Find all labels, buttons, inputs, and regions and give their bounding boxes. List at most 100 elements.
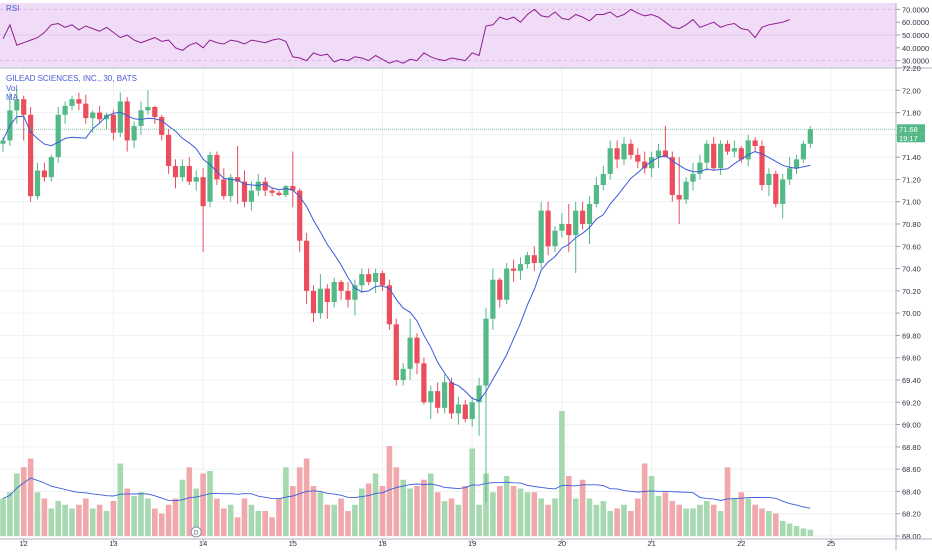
candle-body — [662, 150, 668, 158]
candle-body — [331, 281, 337, 302]
candle — [138, 101, 144, 135]
candle — [524, 251, 530, 269]
volume-bar — [303, 458, 310, 536]
volume-bar — [283, 467, 289, 536]
candle-body — [117, 101, 123, 133]
volume-bar — [572, 498, 579, 536]
candle — [780, 173, 786, 219]
candle-body — [145, 107, 151, 111]
moving-average — [2, 111, 811, 402]
candle — [324, 284, 330, 319]
candle-body — [90, 112, 96, 119]
candle — [400, 363, 406, 386]
volume-bar — [614, 508, 620, 536]
volume-bar — [717, 511, 724, 536]
candle-body — [807, 129, 813, 144]
candle — [497, 277, 503, 308]
time-tick-label: 19 — [468, 539, 476, 548]
volume-bar — [131, 496, 137, 536]
volume-bar — [400, 479, 406, 536]
candle-body — [276, 192, 282, 196]
candle — [34, 162, 41, 200]
candle-body — [262, 181, 268, 191]
candle — [317, 274, 323, 319]
volume-bar — [138, 492, 144, 536]
candle — [662, 125, 668, 158]
candle — [41, 162, 47, 182]
volume-bar — [165, 504, 172, 536]
price-tick-label: 68.80 — [902, 443, 921, 452]
candle-body — [607, 148, 613, 174]
price-tick-label: 71.20 — [902, 175, 921, 184]
volume-bar — [338, 498, 344, 536]
price-tick-label: 69.80 — [902, 331, 921, 340]
candle — [766, 168, 772, 197]
candle-body — [524, 255, 530, 265]
candle — [117, 92, 123, 138]
candle-body — [580, 210, 586, 224]
candle — [179, 159, 185, 182]
volume-bar — [462, 486, 469, 536]
candle — [186, 157, 192, 185]
candle-body — [366, 274, 372, 282]
price-tick-label: 69.60 — [902, 354, 921, 363]
candle-body — [235, 177, 241, 182]
price-tick-label: 71.00 — [902, 198, 921, 207]
candle-body — [552, 230, 558, 247]
volume-bar — [586, 498, 593, 536]
candle-body — [214, 154, 220, 180]
chart-title: GILEAD SCIENCES, INC., 30, BATS — [6, 74, 137, 83]
candle-body — [393, 324, 399, 380]
candle-body — [566, 224, 572, 236]
rsi-line — [2, 8, 790, 64]
volume-bar — [83, 498, 89, 536]
price-tick-label: 70.80 — [902, 220, 921, 229]
candle — [600, 166, 606, 191]
volume-bar — [559, 411, 565, 536]
candle — [145, 90, 151, 115]
candle-body — [497, 279, 503, 300]
candle — [83, 94, 89, 124]
volume-bar — [227, 504, 234, 536]
volume-bars — [0, 411, 814, 536]
candle-body — [34, 170, 41, 197]
volume-bar — [414, 486, 420, 536]
volume-bar — [483, 473, 489, 536]
candle-body — [345, 290, 351, 300]
candle — [55, 107, 61, 163]
volume-bar — [96, 504, 103, 536]
candle-body — [41, 170, 47, 178]
candle-body — [573, 210, 579, 236]
last-price-label: 71.68 — [899, 125, 918, 134]
candle-body — [476, 385, 482, 403]
candle-body — [731, 148, 737, 152]
candle — [131, 121, 137, 149]
time-tick-label: 21 — [647, 539, 655, 548]
grid — [0, 3, 896, 537]
candle-body — [200, 177, 206, 207]
candle-body — [655, 150, 662, 158]
candle — [593, 177, 599, 208]
candle — [462, 400, 468, 423]
candle — [248, 181, 254, 211]
candle — [214, 151, 220, 185]
volume-bar — [193, 488, 199, 536]
candle-body — [780, 179, 786, 204]
volume-bar — [89, 508, 96, 536]
volume-bar — [221, 508, 227, 536]
candle-body — [76, 99, 82, 104]
volume-bar — [20, 467, 27, 536]
rsi-tick-label: 30.0000 — [902, 57, 929, 66]
candle-body — [269, 190, 275, 193]
candle — [545, 201, 551, 256]
volume-bar — [27, 458, 34, 536]
candle-body — [559, 224, 565, 231]
volume-bar — [248, 504, 255, 536]
volume-bar — [262, 511, 268, 536]
volume-bar — [497, 486, 503, 536]
volume-bar — [648, 476, 655, 536]
candle-body — [283, 186, 289, 196]
candle-body — [207, 154, 213, 202]
